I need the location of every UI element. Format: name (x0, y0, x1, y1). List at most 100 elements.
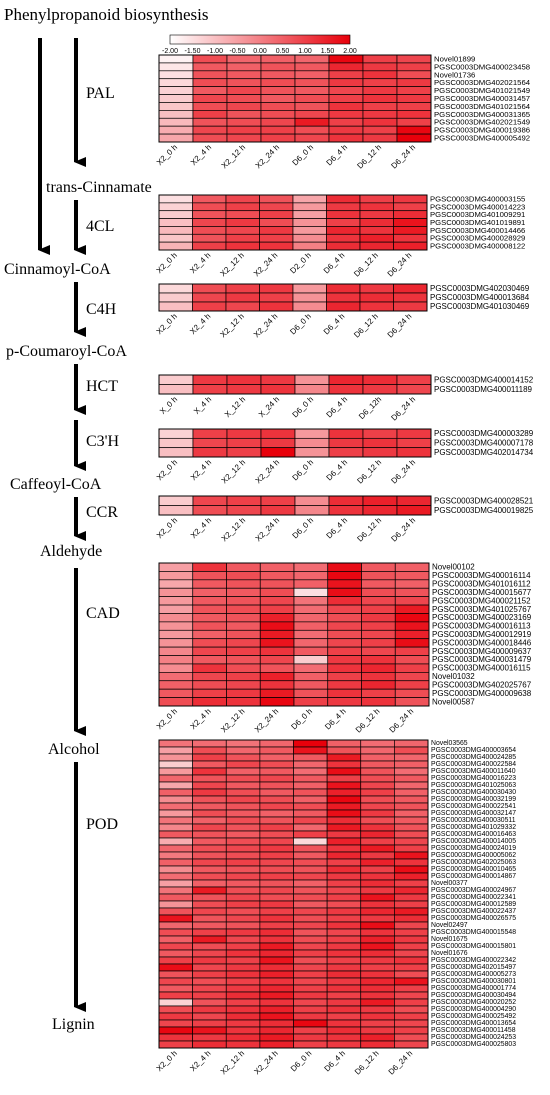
heatmap-cell (192, 218, 227, 227)
heatmap-cell (259, 991, 294, 1000)
heatmap-cell (293, 879, 328, 888)
heatmap-cell (360, 781, 395, 790)
heatmap-cell (326, 956, 362, 965)
heatmap-cell (192, 680, 227, 690)
heatmap-cell (394, 774, 429, 783)
heatmap-cell (158, 774, 193, 783)
heatmap-cell (326, 233, 361, 243)
heatmap-cell (294, 384, 330, 395)
heatmap-cell (192, 646, 227, 656)
heatmap-cell (394, 900, 429, 909)
heatmap-cell (293, 788, 328, 797)
gene-label: PGSC0003DMG400015677 (432, 588, 532, 597)
heatmap-cell (394, 1005, 429, 1014)
gene-label: PGSC0003DMG400016113 (432, 622, 531, 631)
heatmap-cell (326, 218, 361, 227)
heatmap-cell (158, 613, 194, 623)
sample-label: X2_24 h (252, 1049, 279, 1076)
heatmap-cell (293, 604, 329, 614)
heatmap-cell (360, 872, 395, 881)
sample-label: X2_0 h (155, 312, 179, 336)
heatmap-cell (293, 830, 328, 839)
heatmap-cell (192, 977, 227, 986)
heatmap-cell (394, 587, 430, 597)
heatmap-cell (225, 977, 261, 986)
heatmap-cell (225, 865, 261, 874)
gene-label: PGSC0003DMG400012919 (432, 630, 532, 639)
metabolite-aldehyde: Aldehyde (40, 543, 102, 560)
heatmap-cell (259, 893, 294, 902)
heatmap-cell (158, 133, 194, 143)
heatmap-cell (192, 102, 228, 111)
heatmap-cell (361, 587, 396, 597)
heatmap-cell (293, 858, 328, 867)
heatmap-cell (158, 202, 193, 212)
sample-label: D6_0 h (291, 458, 316, 483)
heatmap-cell (192, 688, 227, 698)
heatmap-cell (158, 949, 193, 958)
heatmap-cell (192, 970, 227, 979)
pathway-arrows (38, 38, 86, 1012)
heatmap-cell (360, 893, 395, 902)
legend-tick-label: -1.50 (185, 48, 201, 55)
heatmap-cell (158, 78, 194, 87)
heatmap-cell (394, 942, 429, 951)
heatmap-cell (158, 218, 193, 227)
heatmap-cell (293, 865, 328, 874)
heatmap-cell (394, 837, 429, 846)
heatmap-cell (293, 893, 328, 902)
gene-label: PGSC0003DMG400003654 (431, 747, 516, 754)
heatmap-cell (361, 629, 396, 640)
heatmap-cell (393, 226, 428, 235)
sample-label: D6_4 h (325, 516, 350, 541)
heatmap-cell (226, 663, 261, 673)
sample-label: D6_12 h (355, 458, 383, 486)
heatmap-cell (361, 621, 396, 631)
heatmap-cell (328, 110, 364, 119)
sample-label: X2_0 h (155, 458, 179, 482)
heatmap-cell (192, 604, 227, 614)
heatmap-cell (293, 671, 329, 682)
heatmap-c3h: PGSC0003DMG400003289PGSC0003DMG400007178… (155, 428, 534, 486)
gene-label: PGSC0003DMG400016114 (432, 571, 531, 580)
heatmap-cell (226, 94, 262, 103)
heatmap-cell (328, 428, 364, 439)
gene-label: Novel00587 (432, 697, 475, 706)
heatmap-border (158, 194, 428, 251)
heatmap-cell (226, 587, 261, 597)
enzyme-label-pod: POD (86, 816, 118, 833)
gene-label: Novel02497 (431, 922, 468, 929)
heatmap-cell (225, 795, 261, 804)
legend-tick-label: -1.00 (207, 48, 223, 55)
heatmap-cell (396, 133, 432, 143)
heatmap-cell (362, 70, 398, 80)
gene-label: PGSC0003DMG400032147 (431, 810, 516, 817)
heatmap-cell (158, 292, 193, 303)
gene-label: PGSC0003DMG400021152 (432, 596, 531, 605)
gene-label: PGSC0003DMG400028929 (430, 234, 525, 243)
heatmap-cell (361, 604, 396, 614)
heatmap-cell (293, 746, 328, 755)
heatmap-cell (393, 301, 428, 312)
heatmap-cell (396, 384, 432, 395)
legend-tick-label: 1.00 (298, 48, 312, 55)
heatmap-cell (326, 774, 362, 783)
heatmap-cell (192, 879, 227, 888)
heatmap-cell (394, 1040, 429, 1049)
heatmap-ccr: PGSC0003DMG400028521PGSC0003DMG400019825… (155, 495, 534, 544)
heatmap-cell (158, 283, 193, 294)
heatmap-cell (158, 942, 193, 951)
heatmap-cell (158, 571, 194, 581)
heatmap-cell (394, 844, 429, 853)
heatmap-cell (225, 879, 261, 888)
heatmap-cell (326, 788, 362, 797)
heatmap-cell (394, 879, 429, 888)
heatmap-cell (326, 935, 362, 944)
heatmap-cell (192, 781, 227, 790)
heatmap-cell (260, 374, 296, 385)
gene-label: PGSC0003DMG400031479 (432, 655, 532, 664)
heatmap-cell (293, 760, 328, 769)
sample-label: D6_24 h (389, 458, 417, 486)
heatmap-cell (158, 646, 194, 656)
heatmap-cell (225, 844, 261, 853)
